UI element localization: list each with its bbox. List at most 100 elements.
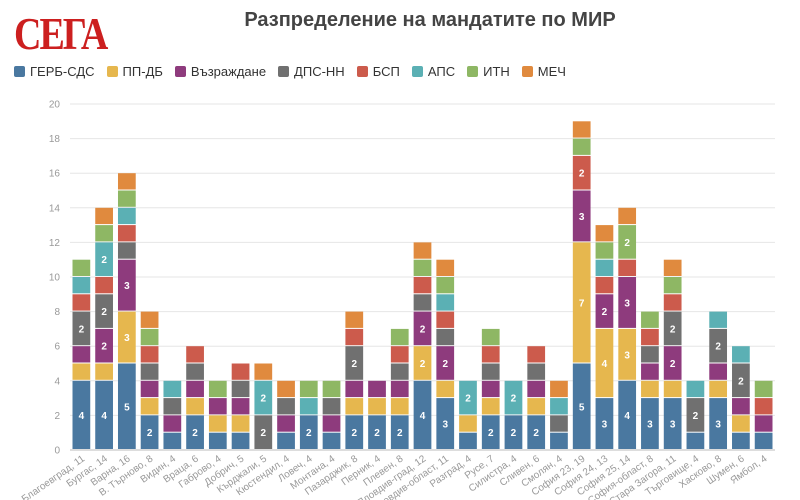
segment-value-label: 7 bbox=[579, 298, 585, 309]
bar-segment bbox=[709, 363, 728, 380]
legend-swatch bbox=[278, 66, 290, 77]
legend-item[interactable]: ДПС-НН bbox=[278, 64, 345, 79]
legend-item[interactable]: ПП-ДБ bbox=[106, 64, 163, 79]
bar-segment bbox=[436, 398, 455, 449]
bar-segment bbox=[72, 363, 91, 380]
y-tick-label: 6 bbox=[54, 342, 60, 353]
y-tick-label: 20 bbox=[49, 100, 61, 111]
bar-segment bbox=[641, 398, 659, 449]
bar-segment bbox=[663, 346, 682, 380]
bar-segment bbox=[641, 363, 659, 380]
bar-segment bbox=[95, 242, 113, 276]
bar-segment bbox=[527, 380, 546, 398]
bar-segment bbox=[754, 380, 773, 398]
bar-segment bbox=[413, 346, 432, 380]
bar-segment bbox=[231, 432, 250, 449]
bar-segment bbox=[572, 121, 591, 138]
bar-segment bbox=[709, 328, 728, 363]
segment-value-label: 4 bbox=[602, 359, 608, 370]
bar-segment bbox=[618, 225, 637, 259]
segment-value-label: 4 bbox=[79, 411, 85, 422]
bar-segment bbox=[95, 328, 113, 363]
bar-segment bbox=[732, 346, 750, 363]
segment-value-label: 2 bbox=[670, 359, 676, 370]
bar-segment bbox=[72, 277, 91, 294]
chart-legend: ГЕРБ-СДС ПП-ДБ Възраждане ДПС-НН БСП АПС ИТН МЕ… bbox=[14, 64, 566, 79]
legend-label: Възраждане bbox=[190, 64, 267, 79]
bar-segment bbox=[686, 432, 705, 449]
bar-segment bbox=[163, 398, 182, 415]
legend-label: БСП bbox=[372, 64, 400, 79]
bar-segment bbox=[140, 328, 159, 346]
y-tick-label: 12 bbox=[49, 238, 61, 249]
bar-segment bbox=[163, 432, 182, 449]
bar-segment bbox=[459, 432, 477, 449]
segment-value-label: 2 bbox=[693, 411, 699, 422]
segment-value-label: 4 bbox=[420, 411, 426, 422]
segment-value-label: 2 bbox=[511, 394, 517, 405]
bar-segment bbox=[550, 432, 568, 449]
bar-segment bbox=[481, 363, 500, 380]
bar-segment bbox=[95, 225, 113, 242]
bar-segment bbox=[641, 380, 659, 398]
bar-segment bbox=[277, 432, 295, 449]
legend-item[interactable]: АПС bbox=[411, 64, 455, 79]
bar-segment bbox=[117, 190, 136, 207]
bar-segment bbox=[322, 415, 341, 432]
bar-segment bbox=[277, 415, 295, 432]
bar-segment bbox=[345, 415, 364, 449]
bar-segment bbox=[527, 415, 546, 449]
bar-segment bbox=[368, 398, 386, 415]
bar-segment bbox=[95, 294, 113, 328]
legend-item[interactable]: ГЕРБ-СДС bbox=[14, 64, 95, 79]
bar-segment bbox=[413, 277, 432, 294]
y-tick-label: 16 bbox=[49, 169, 61, 180]
segment-value-label: 3 bbox=[624, 350, 630, 361]
segment-value-label: 2 bbox=[351, 428, 357, 439]
segment-value-label: 4 bbox=[101, 411, 107, 422]
bar-segment bbox=[163, 380, 182, 398]
bar-segment bbox=[322, 380, 341, 398]
bar-segment bbox=[95, 363, 113, 380]
segment-value-label: 2 bbox=[374, 428, 380, 439]
bar-segment bbox=[754, 432, 773, 449]
bar-segment bbox=[117, 363, 136, 449]
bar-segment bbox=[436, 328, 455, 346]
segment-value-label: 2 bbox=[101, 255, 107, 266]
bar-segment bbox=[208, 432, 227, 449]
legend-item[interactable]: МЕЧ bbox=[521, 64, 566, 79]
bar-segment bbox=[345, 328, 364, 346]
bar-segment bbox=[390, 398, 409, 415]
legend-item[interactable]: ИТН bbox=[467, 64, 510, 79]
bar-segment bbox=[663, 380, 682, 398]
segment-value-label: 2 bbox=[306, 428, 312, 439]
bar-segment bbox=[663, 277, 682, 294]
bar-segment bbox=[72, 259, 91, 276]
bar-segment bbox=[231, 415, 250, 432]
bar-segment bbox=[754, 398, 773, 415]
bar-segment bbox=[390, 346, 409, 363]
bar-segment bbox=[436, 311, 455, 328]
segment-value-label: 2 bbox=[79, 324, 85, 335]
bar-segment bbox=[186, 363, 204, 380]
bar-segment bbox=[117, 311, 136, 363]
bar-segment bbox=[641, 311, 659, 328]
bar-segment bbox=[618, 328, 637, 380]
y-tick-label: 18 bbox=[49, 134, 61, 145]
bar-segment bbox=[481, 415, 500, 449]
legend-item[interactable]: Възраждане bbox=[174, 64, 267, 79]
legend-item[interactable]: БСП bbox=[356, 64, 400, 79]
bar-segment bbox=[413, 311, 432, 346]
bar-segment bbox=[322, 432, 341, 449]
legend-label: ИТН bbox=[483, 64, 510, 79]
bar-segment bbox=[663, 398, 682, 449]
bar-segment bbox=[140, 346, 159, 363]
bar-segment bbox=[732, 398, 750, 415]
bar-segment bbox=[231, 363, 250, 380]
bar-segment bbox=[436, 380, 455, 398]
bar-segment bbox=[413, 294, 432, 311]
y-tick-label: 4 bbox=[54, 376, 60, 387]
bar-segment bbox=[754, 415, 773, 432]
bar-segment bbox=[595, 294, 614, 328]
bar-segment bbox=[436, 277, 455, 294]
